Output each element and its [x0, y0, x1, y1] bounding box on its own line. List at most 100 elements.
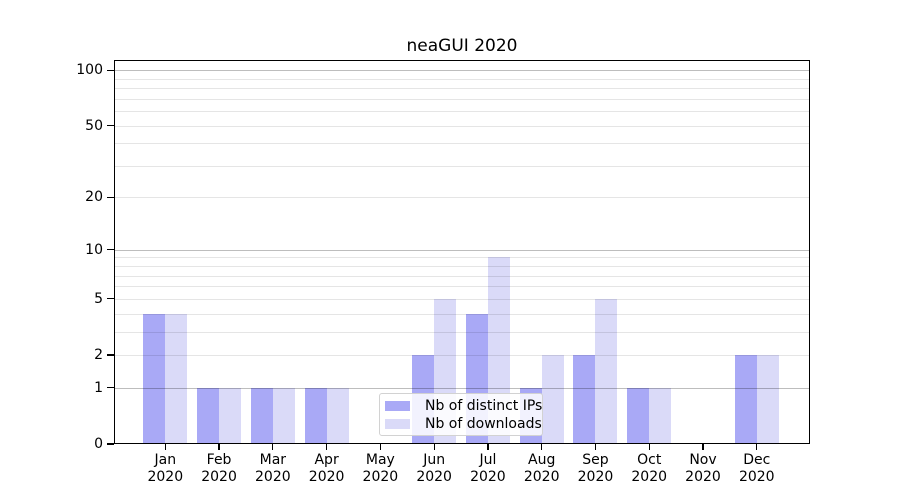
- x-tick-mark: [594, 444, 597, 450]
- x-tick-month: Nov: [689, 452, 717, 468]
- bar: [304, 387, 327, 444]
- x-tick-mark: [487, 444, 489, 450]
- bar: [541, 355, 564, 444]
- x-tick-year: 2020: [631, 468, 668, 485]
- y-tick-mark: [107, 69, 114, 71]
- bar: [250, 387, 273, 444]
- x-tick-label: Jan 2020: [135, 452, 195, 485]
- x-tick-label: Jun 2020: [404, 452, 464, 485]
- x-tick-year: 2020: [470, 468, 506, 485]
- x-tick-month: Apr: [314, 452, 339, 468]
- minor-gridline: [115, 266, 809, 268]
- x-tick-month: Sep: [582, 452, 609, 468]
- bar: [573, 355, 596, 444]
- major-gridline: [115, 249, 809, 251]
- plot-border: [114, 60, 810, 444]
- x-tick-year: 2020: [685, 468, 721, 485]
- x-tick-mark: [702, 444, 704, 450]
- x-tick-year: 2020: [201, 468, 237, 485]
- minor-gridline: [115, 286, 809, 288]
- y-tick-mark: [107, 387, 114, 389]
- legend: Nb of distinct IPs Nb of downloads: [379, 393, 543, 436]
- x-tick-month: Jan: [154, 452, 177, 468]
- x-tick-label: Mar 2020: [243, 452, 303, 485]
- x-tick-mark: [164, 444, 166, 450]
- bar: [272, 387, 295, 444]
- x-tick-mark: [326, 444, 328, 450]
- minor-gridline: [115, 313, 809, 315]
- bar: [143, 313, 166, 444]
- minor-gridline: [115, 111, 809, 113]
- y-tick-label: 10: [85, 241, 103, 258]
- x-tick-year: 2020: [308, 468, 345, 485]
- bar: [326, 387, 349, 444]
- x-tick-month: Oct: [637, 452, 662, 468]
- y-tick-label: 100: [76, 62, 103, 79]
- x-tick-year: 2020: [416, 468, 452, 485]
- x-tick-year: 2020: [362, 468, 399, 485]
- x-tick-label: Dec 2020: [727, 452, 787, 485]
- y-tick-mark: [107, 124, 114, 127]
- y-tick-mark: [107, 249, 114, 251]
- chart-title: neaGUI 2020: [406, 36, 518, 56]
- minor-gridline: [115, 355, 809, 356]
- x-tick-label: Jul 2020: [458, 452, 518, 485]
- x-tick-mark: [541, 444, 543, 450]
- major-gridline: [115, 387, 809, 389]
- legend-label-distinct-ips: Nb of distinct IPs: [425, 397, 543, 414]
- y-tick-label: 1: [94, 379, 103, 396]
- major-gridline: [115, 70, 809, 72]
- bar: [197, 387, 220, 444]
- minor-gridline: [115, 275, 809, 277]
- x-tick-month: Jun: [423, 452, 446, 468]
- legend-swatch-distinct-ips: [385, 400, 410, 411]
- x-tick-year: 2020: [255, 468, 291, 485]
- minor-gridline: [115, 257, 809, 259]
- minor-gridline: [115, 98, 809, 100]
- x-tick-label: Oct 2020: [619, 452, 679, 485]
- minor-gridline: [115, 125, 809, 127]
- x-tick-year: 2020: [577, 468, 614, 485]
- bar: [756, 355, 779, 444]
- y-tick-label: 2: [94, 347, 103, 363]
- x-tick-year: 2020: [523, 468, 560, 485]
- x-tick-month: Feb: [206, 452, 232, 468]
- legend-label-downloads: Nb of downloads: [425, 415, 542, 432]
- x-tick-label: May 2020: [350, 452, 410, 485]
- x-tick-mark: [272, 444, 274, 450]
- bar: [734, 355, 757, 444]
- y-tick-label: 20: [85, 189, 103, 206]
- minor-gridline: [115, 197, 809, 199]
- legend-swatch-downloads: [385, 418, 410, 429]
- y-tick-label: 5: [94, 290, 103, 307]
- bar: [649, 387, 672, 444]
- x-tick-month: Jul: [479, 452, 497, 468]
- bar: [219, 387, 242, 444]
- x-tick-month: Mar: [259, 452, 287, 468]
- x-tick-label: Sep 2020: [565, 452, 625, 485]
- x-tick-label: Nov 2020: [673, 452, 733, 485]
- x-tick-mark: [648, 444, 650, 450]
- x-tick-year: 2020: [738, 468, 775, 485]
- legend-entry-distinct-ips: Nb of distinct IPs: [385, 397, 542, 414]
- x-tick-month: May: [365, 452, 395, 468]
- x-tick-mark: [379, 444, 381, 450]
- legend-entry-downloads: Nb of downloads: [385, 415, 542, 432]
- y-tick-mark: [107, 298, 114, 300]
- y-tick-mark: [107, 196, 114, 198]
- x-tick-year: 2020: [147, 468, 184, 485]
- x-tick-mark: [433, 444, 435, 450]
- x-tick-label: Feb 2020: [189, 452, 249, 485]
- bar: [627, 387, 650, 444]
- y-tick-label: 50: [85, 117, 103, 134]
- x-tick-mark: [218, 444, 220, 450]
- minor-gridline: [115, 143, 809, 145]
- x-tick-mark: [756, 444, 758, 450]
- minor-gridline: [115, 331, 809, 333]
- minor-gridline: [115, 88, 809, 90]
- minor-gridline: [115, 78, 809, 80]
- x-tick-month: Dec: [743, 452, 771, 468]
- bar: [165, 313, 188, 444]
- x-tick-label: Aug 2020: [512, 452, 572, 485]
